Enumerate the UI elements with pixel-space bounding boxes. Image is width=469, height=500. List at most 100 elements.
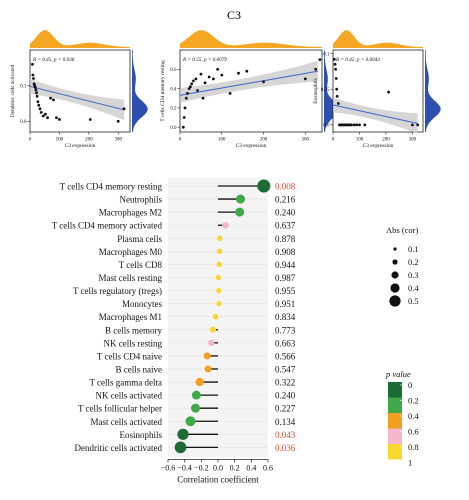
- y-tick-label: 0.0: [170, 126, 177, 131]
- lollipop-chart: T cells CD4 memory resting 0.008 Neutrophi…: [52, 178, 296, 484]
- lollipop-row: Macrophages M0 0.908: [99, 247, 296, 257]
- p-value-label: 0.566: [275, 351, 296, 361]
- cell-type-label: Macrophages M0: [99, 247, 163, 257]
- data-point: [35, 91, 38, 95]
- cell-type-label: T cells CD4 memory activated: [52, 221, 163, 231]
- p-value-label: 0.834: [275, 312, 296, 322]
- y-tick-label: 0.1: [20, 84, 27, 89]
- confidence-band: [30, 78, 125, 121]
- data-point: [186, 92, 189, 95]
- x-tick-label: 200: [85, 138, 93, 143]
- confidence-band: [180, 60, 318, 103]
- x-axis-label: C3 expression: [363, 143, 394, 149]
- x-tick-label: −0.2: [194, 463, 209, 472]
- x-tick-label: −0.4: [177, 463, 192, 472]
- x-tick-label: 300: [302, 138, 310, 143]
- p-value-label: 0.908: [275, 247, 296, 257]
- cell-type-label: B cells naive: [116, 364, 163, 374]
- data-point: [363, 123, 367, 127]
- right-marginal-density: [425, 50, 441, 132]
- size-legend-label: 0.1: [408, 244, 419, 254]
- y-tick-label: 0.4: [170, 87, 177, 92]
- correlation-annotation: R = 0.42, p = 0.0043: [335, 56, 380, 63]
- lollipop-row: Monocytes 0.951: [122, 299, 295, 309]
- scatter-panel-1: R = 0.45, p = 0.036 0 100 200 300 0.0 0.1 C3 ex…: [10, 30, 148, 149]
- lollipop-dot: [257, 179, 271, 193]
- x-tick-label: 100: [218, 138, 226, 143]
- regression-line: [332, 104, 418, 124]
- color-legend-label: 0.2: [408, 396, 419, 406]
- p-value-label: 0.227: [275, 404, 296, 414]
- cell-type-label: T cells CD4 naive: [97, 351, 162, 361]
- lollipop-dot: [216, 235, 223, 242]
- lollipop-dot: [209, 326, 217, 333]
- size-legend-dot: [389, 295, 401, 307]
- x-axis-label: Correlation coefficient: [177, 474, 259, 484]
- y-tick-label: 0.6: [170, 68, 177, 73]
- data-point: [32, 77, 35, 80]
- y-tick-label: 0.1: [323, 52, 330, 57]
- size-legend-label: 0.4: [408, 283, 419, 293]
- data-point: [352, 123, 356, 127]
- lollipop-row: Plasma cells 0.878: [117, 234, 296, 244]
- data-point: [55, 116, 58, 120]
- lollipop-row: Macrophages M1 0.834: [99, 312, 296, 322]
- data-point: [262, 80, 265, 84]
- data-point: [181, 125, 185, 129]
- data-point: [31, 73, 35, 77]
- lollipop-row: Dendritic cells activated 0.036: [75, 441, 296, 454]
- lollipop-row: T cells CD4 naive 0.566: [97, 351, 296, 361]
- data-point: [416, 123, 420, 127]
- data-point: [207, 75, 211, 79]
- data-point: [387, 90, 390, 94]
- x-tick-label: 200: [382, 138, 390, 143]
- y-tick-label: 0.05: [321, 88, 330, 93]
- x-tick-label: 0.4: [246, 463, 256, 472]
- data-point: [228, 92, 232, 95]
- data-point: [122, 107, 126, 111]
- data-point: [358, 123, 361, 127]
- correlation-annotation: R = 0.45, p = 0.036: [32, 56, 75, 63]
- y-axis-label: T cells CD4 memory resting: [160, 60, 166, 122]
- data-point: [355, 123, 359, 127]
- size-legend-title: Abs (cor): [386, 225, 419, 235]
- right-marginal-density: [132, 50, 148, 132]
- p-value-label: 0.240: [275, 208, 296, 218]
- data-point: [335, 94, 339, 98]
- cell-type-label: T cells follicular helper: [78, 404, 162, 414]
- lollipop-row: Eosinophils 0.043: [119, 428, 296, 440]
- y-axis-label: Eosinophils: [313, 78, 319, 103]
- lollipop-dot: [216, 248, 223, 255]
- data-point: [182, 116, 186, 119]
- x-tick-label: 0: [332, 138, 335, 143]
- cell-type-label: Mast cells resting: [99, 273, 163, 283]
- cell-type-label: Monocytes: [122, 299, 162, 309]
- p-value-label: 0.322: [275, 378, 295, 388]
- lollipop-dot: [216, 261, 222, 268]
- p-value-label: 0.036: [275, 443, 296, 453]
- lollipop-dot: [195, 377, 204, 387]
- data-point: [334, 67, 337, 71]
- lollipop-dot: [235, 207, 245, 217]
- y-tick-label: 0.2: [170, 107, 177, 112]
- data-point: [332, 57, 336, 61]
- lollipop-row: B cells naive 0.547: [116, 364, 296, 374]
- data-point: [220, 73, 224, 77]
- lollipop-row: NK cells activated 0.240: [96, 391, 296, 401]
- size-legend-dot: [392, 259, 398, 265]
- data-point: [52, 98, 55, 102]
- size-legend-label: 0.3: [408, 270, 419, 280]
- y-tick-label: 0.0: [20, 120, 27, 125]
- confidence-band: [333, 97, 418, 134]
- scatter-panels: R = 0.45, p = 0.036 0 100 200 300 0.0 0.1 C3 ex…: [10, 30, 441, 149]
- data-point: [237, 71, 240, 75]
- data-point: [116, 119, 120, 123]
- data-point: [58, 118, 61, 121]
- lollipop-row: T cells regulatory (tregs) 0.955: [73, 286, 296, 296]
- x-tick-label: 100: [356, 138, 364, 143]
- x-tick-label: −0.6: [161, 463, 176, 472]
- p-value-label: 0.240: [275, 391, 296, 401]
- lollipop-row: T cells CD4 memory activated 0.637: [52, 221, 296, 231]
